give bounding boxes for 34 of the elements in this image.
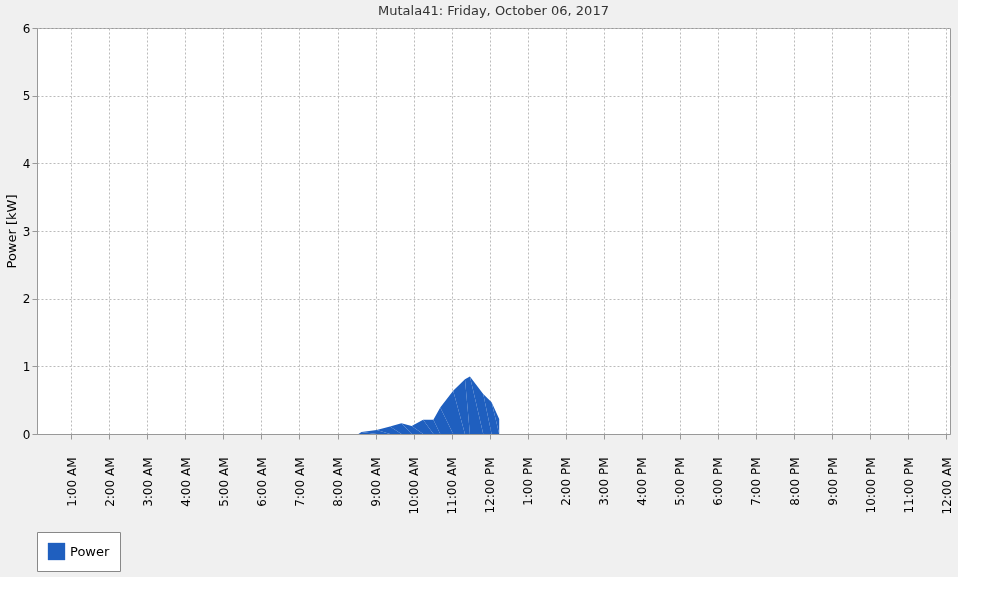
y-tick-label: 4: [22, 156, 31, 171]
x-tick-label: 5:00 AM: [216, 457, 231, 507]
x-tick-label: 11:00 AM: [445, 457, 460, 515]
x-tick-label: 4:00 PM: [635, 457, 650, 506]
x-tick-label: 5:00 PM: [673, 457, 688, 506]
x-tick-label: 3:00 PM: [597, 457, 612, 506]
y-tick-label: 6: [22, 21, 31, 36]
y-axis-title: Power [kW]: [3, 194, 19, 269]
chart-title: Mutala41: Friday, October 06, 2017: [378, 3, 609, 18]
y-tick-label: 0: [22, 427, 31, 442]
x-tick-label: 1:00 PM: [521, 457, 536, 506]
x-tick-label: 8:00 AM: [331, 457, 346, 507]
x-tick-label: 7:00 PM: [749, 457, 764, 506]
x-tick-label: 10:00 AM: [407, 457, 422, 515]
y-tick-label: 2: [22, 292, 31, 307]
x-tick-label: 3:00 AM: [140, 457, 155, 507]
x-tick-label: 9:00 AM: [369, 457, 384, 507]
x-tick-label: 10:00 PM: [863, 457, 878, 514]
x-tick-label: 1:00 AM: [64, 457, 79, 507]
y-tick-label: 1: [22, 359, 31, 374]
x-tick-label: 6:00 PM: [711, 457, 726, 506]
x-tick-label: 2:00 AM: [102, 457, 117, 507]
x-tick-label: 8:00 PM: [787, 457, 802, 506]
x-tick-label: 2:00 PM: [559, 457, 574, 506]
x-tick-label: 11:00 PM: [901, 457, 916, 514]
x-tick-label: 4:00 AM: [178, 457, 193, 507]
y-tick-label: 3: [22, 224, 31, 239]
x-tick-label: 7:00 AM: [292, 457, 307, 507]
y-tick-label: 5: [22, 89, 31, 104]
x-tick-label: 12:00 PM: [483, 457, 498, 514]
x-tick-label: 6:00 AM: [254, 457, 269, 507]
x-tick-label: 12:00 AM: [939, 457, 954, 515]
legend-label: Power: [70, 543, 110, 559]
x-tick-label: 9:00 PM: [825, 457, 840, 506]
